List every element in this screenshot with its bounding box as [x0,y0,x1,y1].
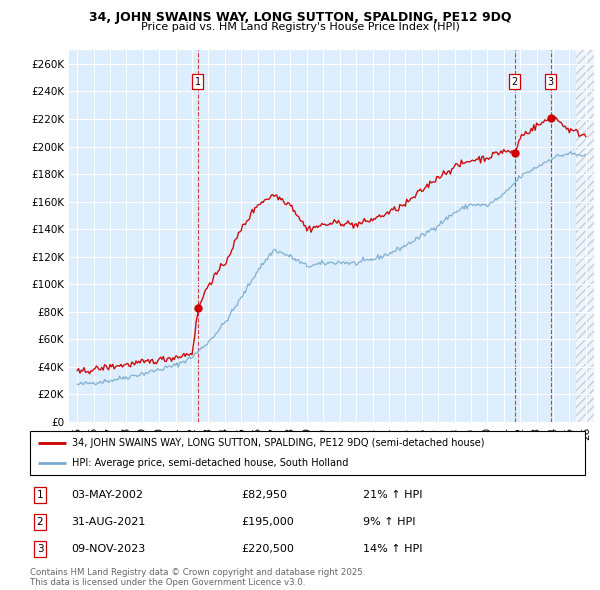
Bar [576,50,594,422]
Text: HPI: Average price, semi-detached house, South Holland: HPI: Average price, semi-detached house,… [71,458,348,468]
Text: 1: 1 [195,77,201,87]
Text: 21% ↑ HPI: 21% ↑ HPI [363,490,422,500]
Text: 34, JOHN SWAINS WAY, LONG SUTTON, SPALDING, PE12 9DQ (semi-detached house): 34, JOHN SWAINS WAY, LONG SUTTON, SPALDI… [71,438,484,448]
Text: 03-MAY-2002: 03-MAY-2002 [71,490,143,500]
Text: Price paid vs. HM Land Registry's House Price Index (HPI): Price paid vs. HM Land Registry's House … [140,22,460,32]
Text: 09-NOV-2023: 09-NOV-2023 [71,545,146,555]
Text: 2: 2 [512,77,518,87]
Text: 3: 3 [37,545,43,555]
FancyBboxPatch shape [30,431,585,475]
Text: £220,500: £220,500 [241,545,294,555]
Text: 1: 1 [37,490,43,500]
Text: 3: 3 [548,77,554,87]
Text: £82,950: £82,950 [241,490,287,500]
Text: 34, JOHN SWAINS WAY, LONG SUTTON, SPALDING, PE12 9DQ: 34, JOHN SWAINS WAY, LONG SUTTON, SPALDI… [89,11,511,24]
Text: 31-AUG-2021: 31-AUG-2021 [71,517,146,527]
Text: 2: 2 [37,517,43,527]
Text: 14% ↑ HPI: 14% ↑ HPI [363,545,422,555]
Text: 9% ↑ HPI: 9% ↑ HPI [363,517,415,527]
Text: £195,000: £195,000 [241,517,293,527]
Text: Contains HM Land Registry data © Crown copyright and database right 2025.
This d: Contains HM Land Registry data © Crown c… [30,568,365,587]
